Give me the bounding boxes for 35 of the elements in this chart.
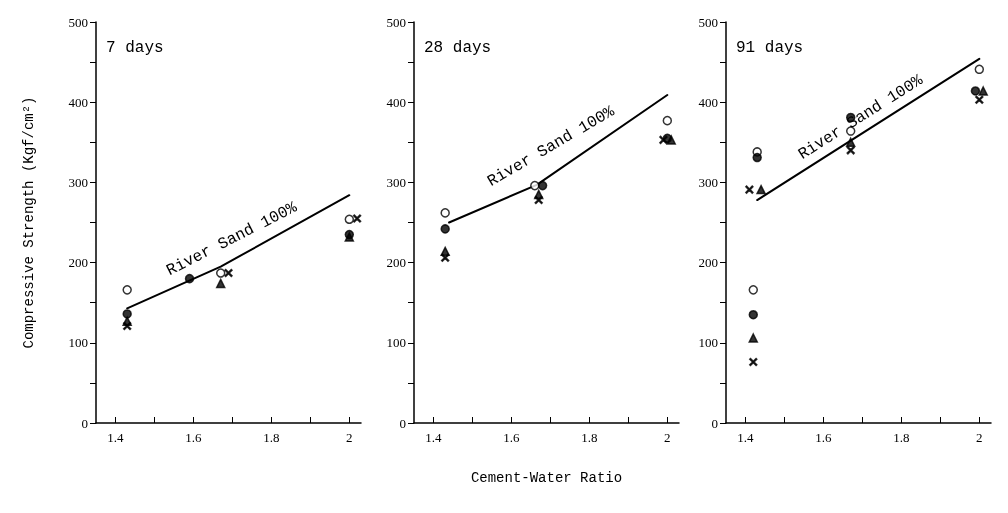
y-tick-label: 400 bbox=[68, 94, 88, 110]
x-tick-label: 1.8 bbox=[263, 430, 280, 445]
x-tick-label: 1.6 bbox=[185, 430, 203, 445]
x-tick-label: 2 bbox=[664, 430, 671, 445]
x-tick-label: 1.4 bbox=[425, 430, 443, 445]
y-tick-label: 200 bbox=[698, 255, 718, 271]
x-tick-label: 1.6 bbox=[815, 430, 833, 445]
y-tick-label: 200 bbox=[386, 255, 406, 271]
y-tick-label: 400 bbox=[386, 94, 406, 110]
y-tick-label: 200 bbox=[68, 255, 88, 271]
y-tick-label: 500 bbox=[698, 14, 718, 30]
text: 7 days bbox=[106, 39, 164, 57]
y-tick-label: 0 bbox=[399, 415, 406, 431]
x-tick-label: 1.8 bbox=[893, 430, 910, 445]
text: 91 days bbox=[736, 39, 804, 57]
y-tick-label: 100 bbox=[386, 335, 406, 351]
x-tick-label: 2 bbox=[976, 430, 983, 445]
x-tick-label: 1.8 bbox=[581, 430, 598, 445]
y-tick-label: 400 bbox=[698, 94, 718, 110]
y-tick-label: 100 bbox=[698, 335, 718, 351]
y-tick-label: 300 bbox=[386, 174, 406, 190]
text: 28 days bbox=[424, 39, 492, 57]
x-tick-label: 1.6 bbox=[503, 430, 521, 445]
y-tick-label: 0 bbox=[711, 415, 718, 431]
y-tick-label: 0 bbox=[81, 415, 88, 431]
x-tick-label: 1.4 bbox=[737, 430, 755, 445]
x-axis-title: Cement-Water Ratio bbox=[470, 470, 623, 486]
y-tick-label: 500 bbox=[386, 14, 406, 30]
y-axis-title: Compressive Strength (Kgf/cm²) bbox=[21, 96, 37, 349]
y-tick-label: 300 bbox=[68, 174, 88, 190]
y-tick-label: 300 bbox=[698, 174, 718, 190]
x-tick-label: 2 bbox=[346, 430, 353, 445]
x-tick-label: 1.4 bbox=[107, 430, 125, 445]
y-tick-label: 100 bbox=[68, 335, 88, 351]
y-tick-label: 500 bbox=[68, 14, 88, 30]
